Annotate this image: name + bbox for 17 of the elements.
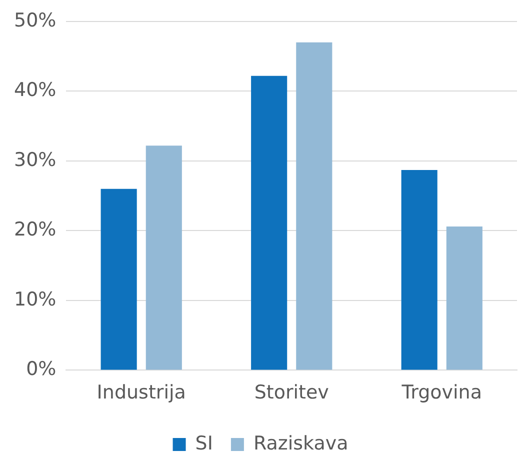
legend-label: Raziskava [253, 432, 348, 454]
bar [401, 170, 438, 370]
bar [446, 226, 482, 370]
y-tick-label: 0% [26, 358, 56, 380]
y-tick-label: 10% [14, 288, 56, 310]
y-tick-label: 50% [14, 9, 56, 32]
y-tick-label: 30% [14, 148, 56, 171]
bar [100, 188, 137, 370]
x-tick-label: Trgovina [400, 382, 482, 404]
bar [296, 42, 332, 370]
x-tick-label: Industrija [96, 382, 186, 404]
x-tick-label: Storitev [254, 382, 329, 404]
y-tick-label: 20% [14, 218, 56, 241]
bar [146, 146, 182, 370]
legend-label: SI [195, 432, 213, 454]
bar [251, 76, 288, 370]
y-tick-label: 40% [14, 79, 56, 102]
